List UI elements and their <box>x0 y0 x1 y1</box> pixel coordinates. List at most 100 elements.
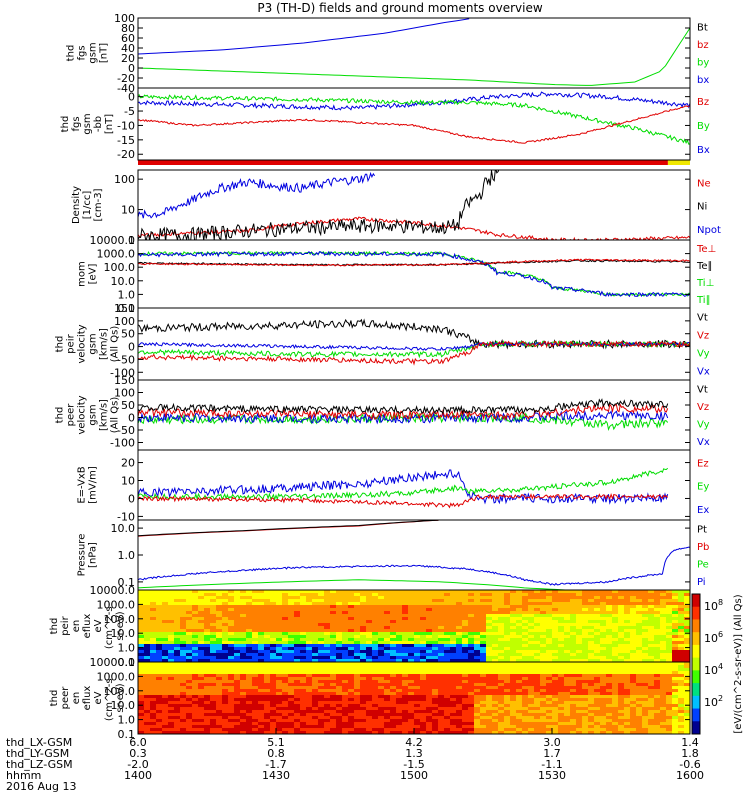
series-Ti <box>138 250 690 297</box>
y-tick-label: -50 <box>117 424 135 437</box>
y-tick-label: 0 <box>128 91 135 104</box>
colorbar-tick: 108 <box>704 598 723 613</box>
y-tick-label: 100.0 <box>104 613 136 626</box>
y-axis-label: thd <box>49 618 60 635</box>
legend-bz: bz <box>697 40 709 51</box>
panel-pressure: 10.0 1.0 0.1 Pressure [nPa] Pt Pb Pe Pi <box>77 519 709 591</box>
panel-frame <box>137 169 691 241</box>
y-axis-label: [eV] <box>88 264 99 285</box>
y-axis-label: eflux <box>82 686 93 711</box>
x-tick-value: 1.3 <box>405 747 423 760</box>
y-tick-label: 100 <box>114 315 135 328</box>
y-axis-label: sr-eV) <box>115 611 126 640</box>
y-tick-label: -10 <box>117 510 135 523</box>
y-axis-label: en <box>71 620 82 633</box>
y-axis-label: thd <box>66 45 77 62</box>
legend-bx: bx <box>697 75 709 86</box>
panel-frame <box>137 519 691 591</box>
y-tick-label: 0 <box>128 492 135 505</box>
series-Ey <box>138 467 669 501</box>
y-tick-label: 10.0 <box>111 627 136 640</box>
colorbar-tick: 104 <box>704 662 723 677</box>
panel-frame <box>137 87 691 161</box>
legend-Pt: Pt <box>697 524 707 535</box>
legend-Pb: Pb <box>697 542 709 553</box>
series-Vz <box>138 340 690 366</box>
legend-Ne: Ne <box>697 178 711 189</box>
y-tick-label: 20 <box>121 52 135 65</box>
legend-Ni: Ni <box>697 202 707 213</box>
y-tick-label: 1000.0 <box>97 670 136 683</box>
legend-Vy: Vy <box>697 419 710 430</box>
y-tick-label: 10000.0 <box>90 656 136 669</box>
y-axis-label: thd <box>55 407 66 424</box>
x-tick-value: -0.6 <box>679 758 700 771</box>
x-tick-value: 1430 <box>262 769 290 782</box>
y-tick-label: 50 <box>121 399 135 412</box>
y-tick-label: 150 <box>114 302 135 315</box>
y-axis-label: Pressure <box>77 534 88 577</box>
y-tick-label: 0.1 <box>118 302 136 315</box>
status-bar-yellow <box>667 160 690 165</box>
y-axis-label: [nT] <box>104 114 115 134</box>
y-axis-label: velocity <box>77 395 88 434</box>
y-axis-label: peer <box>60 686 71 710</box>
x-row-label: thd_LX-GSM <box>6 736 72 749</box>
panel-efield: 20 10 0 -10 E=-VxB [mV/m] Ez Ey Ex <box>77 449 709 523</box>
y-tick-label: 20 <box>121 457 135 470</box>
y-tick-label: 100 <box>114 173 135 186</box>
series-Ni <box>138 170 500 240</box>
legend-Vx: Vx <box>697 437 710 448</box>
x-row-label: hhmm <box>6 769 41 782</box>
legend-Ti⊥: Ti⊥ <box>696 278 714 289</box>
y-tick-label: -40 <box>117 82 135 95</box>
series-Npot <box>138 171 376 219</box>
y-axis-label: [1/cc] <box>82 191 93 220</box>
y-axis-label: Density <box>71 186 82 224</box>
legend-Vy: Vy <box>697 349 710 360</box>
y-axis-label: thd <box>60 116 71 133</box>
x-tick-value: 3.0 <box>543 736 561 749</box>
y-tick-label: 1000.0 <box>97 248 136 261</box>
series-Vz <box>138 402 669 421</box>
y-axis-label: [cm-3] <box>93 188 104 221</box>
y-axis-label: en <box>71 692 82 705</box>
y-tick-label: 10000.0 <box>90 584 136 597</box>
series-Vt <box>138 398 669 415</box>
y-axis-label: sr-eV) <box>115 683 126 712</box>
series-Pi <box>138 546 690 586</box>
legend-Bt: Bt <box>697 22 708 33</box>
y-tick-label: 10.0 <box>111 522 136 535</box>
y-tick-label: -5 <box>124 105 135 118</box>
spectrogram-cells <box>138 662 691 735</box>
series-Ez <box>138 493 669 509</box>
y-tick-label: -100 <box>110 366 135 379</box>
y-tick-label: 10000.0 <box>90 234 136 247</box>
x-tick-value: 1600 <box>676 769 704 782</box>
y-tick-label: 1 <box>128 234 135 247</box>
x-tick-value: 1.7 <box>543 747 561 760</box>
plot-title: P3 (TH-D) fields and ground moments over… <box>257 1 542 15</box>
y-tick-label: 1.0 <box>118 549 136 562</box>
panel-fgs_bz: 0-5-10 -15-20 thd fgs gsm -bb [nT] Bz By Bx <box>60 87 710 165</box>
x-tick-value: 1500 <box>400 769 428 782</box>
y-tick-label: 0.1 <box>118 728 136 741</box>
x-tick-value: -1.5 <box>403 758 424 771</box>
y-tick-label: 0.1 <box>118 576 136 589</box>
legend-by: by <box>697 57 709 68</box>
legend-Pi: Pi <box>697 577 706 588</box>
y-axis-label: peer <box>66 403 77 427</box>
legend-Ti∥: Ti∥ <box>696 295 711 306</box>
status-bar-red <box>138 160 668 165</box>
y-tick-label: -50 <box>117 353 135 366</box>
colorbar-tick: 106 <box>704 630 723 645</box>
x-row-label: thd_LY-GSM <box>6 747 69 760</box>
y-tick-label: 100 <box>114 387 135 400</box>
y-tick-label: 1.0 <box>118 288 136 301</box>
series-Vx <box>138 410 669 425</box>
